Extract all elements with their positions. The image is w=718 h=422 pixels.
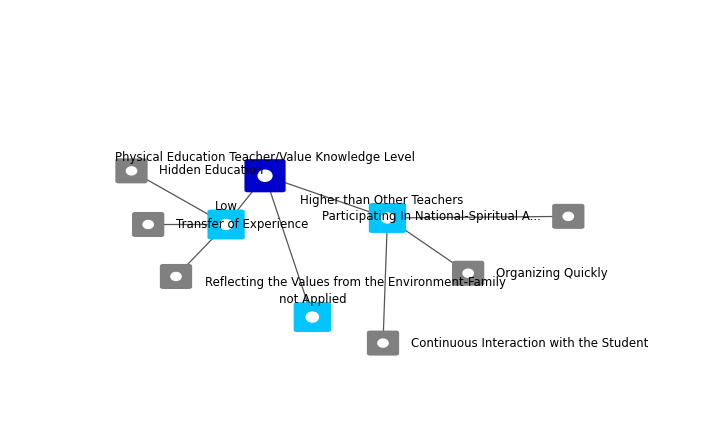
Ellipse shape: [143, 220, 154, 228]
Ellipse shape: [171, 273, 181, 281]
Text: Low: Low: [215, 200, 238, 213]
Text: Organizing Quickly: Organizing Quickly: [496, 267, 607, 280]
FancyBboxPatch shape: [552, 204, 584, 229]
FancyBboxPatch shape: [369, 203, 406, 233]
Text: Transfer of Experience: Transfer of Experience: [176, 218, 308, 231]
Text: Hidden Education: Hidden Education: [159, 164, 264, 177]
FancyBboxPatch shape: [244, 159, 286, 192]
Ellipse shape: [381, 213, 393, 223]
FancyBboxPatch shape: [160, 264, 192, 289]
Text: Participating In National-Spiritual A...: Participating In National-Spiritual A...: [322, 210, 541, 223]
Text: Continuous Interaction with the Student: Continuous Interaction with the Student: [411, 337, 648, 349]
Text: Reflecting the Values from the Environment-Family: Reflecting the Values from the Environme…: [205, 276, 506, 289]
Ellipse shape: [563, 212, 574, 220]
Ellipse shape: [378, 339, 388, 347]
Ellipse shape: [220, 219, 232, 230]
Ellipse shape: [258, 170, 272, 181]
FancyBboxPatch shape: [452, 261, 484, 286]
FancyBboxPatch shape: [116, 158, 148, 184]
FancyBboxPatch shape: [294, 302, 331, 332]
Ellipse shape: [306, 312, 319, 322]
FancyBboxPatch shape: [208, 210, 245, 239]
Ellipse shape: [126, 167, 136, 175]
FancyBboxPatch shape: [367, 330, 399, 356]
FancyBboxPatch shape: [132, 212, 164, 237]
Text: Physical Education Teacher/Value Knowledge Level: Physical Education Teacher/Value Knowled…: [115, 151, 415, 165]
Ellipse shape: [463, 269, 473, 277]
Text: not Applied: not Applied: [279, 293, 346, 306]
Text: Higher than Other Teachers: Higher than Other Teachers: [300, 194, 464, 207]
